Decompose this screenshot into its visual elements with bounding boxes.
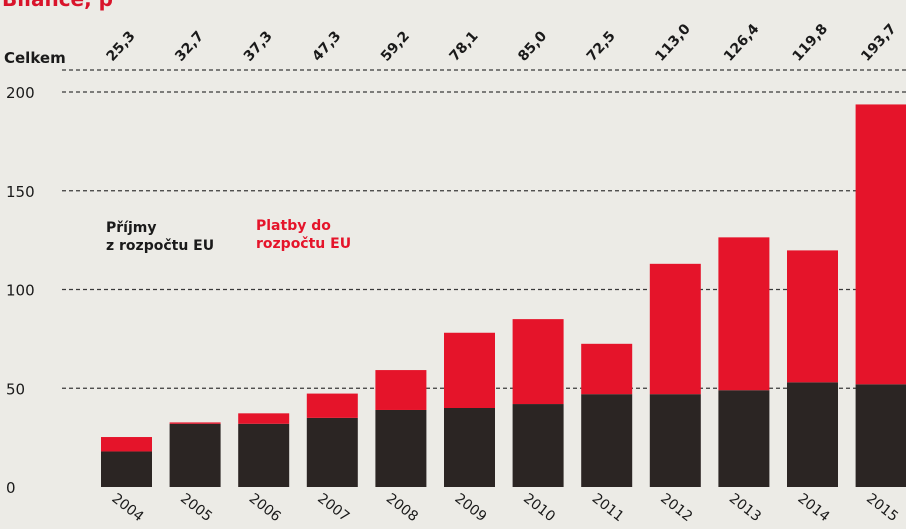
total-label: 25,3 (104, 28, 139, 64)
y-tick-label: 150 (6, 183, 35, 201)
y-tick-label: 200 (6, 84, 35, 102)
bars (101, 104, 906, 487)
total-label: 113,0 (652, 21, 694, 65)
total-label: 72,5 (584, 28, 619, 64)
total-label: 126,4 (721, 21, 763, 65)
total-labels: 25,3 32,7 37,3 47,3 59,2 78,1 85,0 72,5 113,0 126… (104, 21, 900, 65)
x-tick-label: 2012 (657, 491, 695, 526)
x-tick-label: 2008 (383, 491, 421, 526)
bar-platby (169, 422, 221, 424)
totals-label: Celkem (4, 49, 66, 67)
bar-platby (306, 393, 358, 418)
chart-title: Bilance, p (2, 0, 113, 11)
x-tick-label: 2010 (520, 491, 558, 526)
bar-prijmy (169, 423, 221, 487)
bar-prijmy (855, 384, 906, 487)
x-tick-label: 2011 (589, 491, 627, 526)
bar-platby (649, 263, 701, 395)
bar-platby (855, 104, 906, 385)
x-tick-label: 2004 (109, 491, 147, 526)
total-label: 32,7 (172, 28, 207, 64)
bar-prijmy (444, 408, 495, 487)
total-label: 85,0 (515, 28, 550, 65)
x-tick-label: 2005 (177, 491, 215, 526)
bar-platby (101, 437, 152, 452)
x-tick-label: 2006 (246, 491, 284, 526)
bar-platby (375, 370, 427, 410)
bar-prijmy (306, 417, 358, 487)
bar-platby (581, 343, 633, 395)
total-label: 119,8 (790, 21, 832, 65)
bar-platby (238, 413, 290, 424)
total-label: 37,3 (241, 28, 276, 64)
legend-red-line-1: Platby do (256, 218, 331, 234)
bar-prijmy (581, 394, 633, 487)
x-tick-label: 2007 (314, 491, 352, 526)
total-label: 59,2 (378, 28, 413, 64)
x-tick-label: 2009 (452, 491, 490, 526)
y-axis-ticks: 0 50 100 150 200 (6, 84, 35, 497)
x-tick-label: 2013 (726, 491, 764, 526)
y-tick-label: 0 (6, 479, 16, 497)
bar-prijmy (238, 423, 290, 487)
bar-prijmy (375, 409, 427, 487)
x-tick-label: 2015 (863, 491, 901, 526)
total-label: 78,1 (447, 28, 482, 64)
bar-platby (718, 237, 770, 391)
bar-prijmy (787, 382, 838, 487)
bar-platby (444, 332, 495, 408)
x-axis-ticks: 2004 2005 2006 2007 2008 2009 2010 2011 2012 2013… (109, 491, 902, 526)
legend-red-line-2: rozpočtu EU (256, 236, 351, 252)
y-tick-label: 50 (6, 380, 25, 398)
bar-prijmy (718, 390, 770, 487)
legend: Příjmy z rozpočtu EU Platby do rozpočtu … (106, 218, 351, 254)
bar-prijmy (649, 394, 701, 487)
legend-black-line-2: z rozpočtu EU (106, 238, 214, 254)
legend-black-line-1: Příjmy (106, 220, 156, 236)
bar-platby (512, 319, 564, 405)
total-label: 193,7 (858, 21, 900, 65)
x-tick-label: 2014 (795, 491, 833, 526)
bar-prijmy (101, 451, 152, 487)
y-tick-label: 100 (6, 282, 35, 300)
bar-platby (787, 250, 838, 383)
total-label: 47,3 (309, 28, 344, 64)
bar-prijmy (512, 404, 564, 487)
